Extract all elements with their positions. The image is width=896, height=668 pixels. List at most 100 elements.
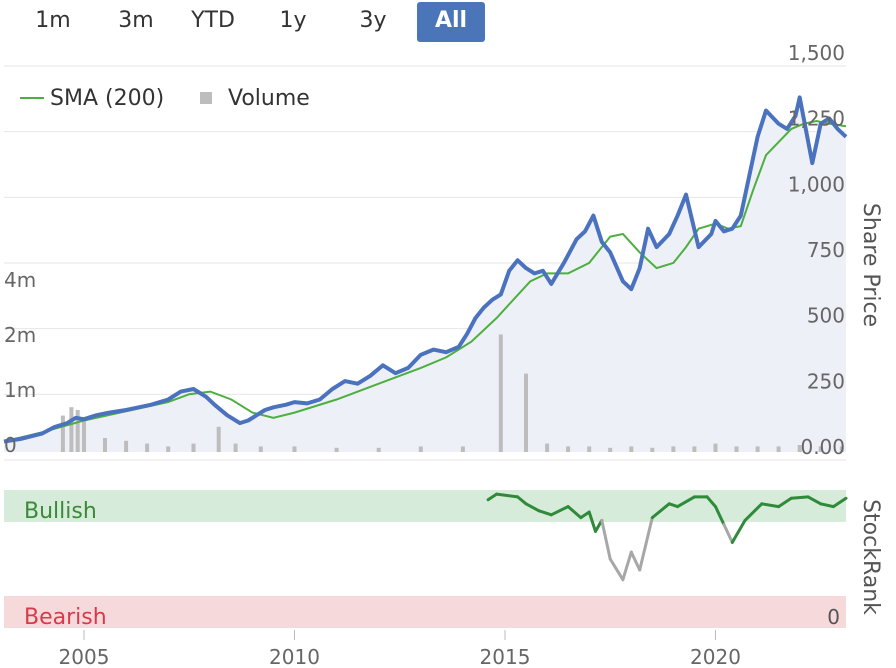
volume-bar bbox=[191, 443, 196, 452]
stockrank-segment bbox=[806, 495, 823, 506]
stockrank-segment bbox=[629, 550, 642, 572]
x-tick-label: 2010 bbox=[269, 645, 320, 668]
volume-bar bbox=[797, 445, 802, 452]
volume-bar bbox=[587, 446, 592, 452]
volume-tick-label: 0 bbox=[4, 433, 17, 457]
stockrank-line bbox=[486, 492, 848, 582]
stockrank-segment bbox=[621, 550, 633, 582]
stockrank-segment bbox=[676, 495, 696, 509]
volume-tick-label: 4m bbox=[4, 268, 36, 292]
price-tick-label: 500 bbox=[807, 304, 845, 328]
stockrank-segment bbox=[537, 509, 553, 517]
stockrank-segment bbox=[722, 523, 734, 544]
stockrank-segment bbox=[819, 502, 835, 509]
stockrank-axis-title: StockRank bbox=[858, 499, 883, 615]
stockrank-segment bbox=[566, 505, 583, 520]
bullish-band bbox=[4, 490, 846, 522]
volume-axis-ticks: 0 1m 2m 4m bbox=[4, 268, 36, 457]
price-tick-label: 1,250 bbox=[788, 107, 845, 131]
volume-bar bbox=[145, 443, 150, 452]
stockrank-segment bbox=[587, 510, 597, 533]
x-tick-label: 2020 bbox=[690, 645, 741, 668]
bullish-label: Bullish bbox=[24, 499, 97, 524]
volume-bar bbox=[166, 446, 171, 452]
stockrank-segment bbox=[524, 502, 541, 513]
volume-bar bbox=[608, 447, 613, 452]
price-tick-label: 250 bbox=[807, 369, 845, 393]
volume-bar bbox=[776, 446, 781, 452]
range-button-1y[interactable]: 1y bbox=[279, 8, 307, 33]
range-button-all[interactable]: All bbox=[417, 2, 485, 42]
range-selector: 1m 3m YTD 1y 3y All bbox=[0, 0, 520, 44]
stockrank-segment bbox=[730, 518, 747, 544]
price-tick-label: 750 bbox=[807, 238, 845, 262]
stockrank-segment bbox=[760, 502, 781, 509]
legend-sma-label: SMA (200) bbox=[50, 86, 164, 111]
volume-bar bbox=[334, 447, 339, 452]
volume-bar bbox=[498, 334, 503, 452]
volume-bar bbox=[734, 446, 739, 452]
volume-bar bbox=[650, 447, 655, 452]
volume-bar bbox=[292, 446, 297, 452]
price-axis-ticks: 0.00 250 500 750 1,000 1,250 1,500 bbox=[788, 41, 845, 459]
volume-bar bbox=[233, 443, 238, 452]
volume-tick-label: 1m bbox=[4, 378, 36, 402]
x-axis-ticks: 2005 2010 2015 2020 bbox=[59, 630, 741, 668]
stockrank-segment bbox=[777, 496, 793, 509]
stockrank-segment bbox=[705, 495, 717, 509]
volume-bar bbox=[460, 446, 465, 452]
legend: SMA (200) Volume bbox=[20, 86, 310, 111]
range-button-ytd[interactable]: YTD bbox=[191, 8, 235, 33]
volume-tick-label: 2m bbox=[4, 323, 36, 347]
stockrank-segment bbox=[486, 492, 499, 502]
volume-bar bbox=[124, 440, 129, 452]
stockrank-segment bbox=[495, 492, 520, 499]
volume-bars bbox=[60, 334, 844, 452]
legend-volume-label: Volume bbox=[228, 86, 310, 111]
volume-bar bbox=[69, 407, 74, 452]
volume-bar bbox=[376, 447, 381, 452]
bearish-label: Bearish bbox=[24, 605, 107, 630]
stockrank-segment bbox=[600, 518, 612, 561]
price-line bbox=[3, 95, 848, 444]
volume-bar bbox=[60, 415, 65, 452]
price-tick-label: 1,000 bbox=[788, 172, 845, 196]
volume-bar bbox=[103, 438, 107, 452]
stockrank-segment bbox=[638, 516, 654, 572]
volume-bar bbox=[671, 446, 676, 452]
legend-volume-swatch bbox=[200, 92, 212, 104]
volume-bar bbox=[524, 373, 528, 452]
x-tick-label: 2005 bbox=[59, 645, 110, 668]
range-button-1m[interactable]: 1m bbox=[35, 8, 71, 33]
volume-bar bbox=[629, 446, 634, 452]
price-tick-label: 1,500 bbox=[788, 41, 845, 65]
volume-bar bbox=[75, 410, 80, 452]
volume-bar bbox=[839, 446, 844, 452]
stockrank-segment bbox=[789, 495, 810, 500]
volume-bar bbox=[418, 446, 423, 452]
share-price-axis-title: Share Price bbox=[858, 203, 883, 327]
stockrank-segment bbox=[516, 495, 528, 506]
stockrank-segment bbox=[549, 505, 570, 517]
range-button-3y[interactable]: 3y bbox=[359, 8, 387, 33]
stockrank-segment bbox=[579, 510, 591, 520]
price-area-fill bbox=[4, 97, 846, 453]
stockrank-segment bbox=[608, 557, 625, 582]
volume-bar bbox=[692, 446, 697, 452]
volume-bar bbox=[818, 446, 823, 452]
range-button-3m[interactable]: 3m bbox=[118, 8, 154, 33]
stockrank-segment bbox=[714, 505, 726, 526]
stockrank-segment bbox=[831, 496, 848, 509]
stockrank-segment bbox=[650, 502, 671, 520]
volume-bar bbox=[216, 426, 221, 452]
volume-bar bbox=[545, 443, 550, 452]
stockrank-zero-tick: 0 bbox=[827, 605, 840, 629]
stockrank-segment bbox=[743, 502, 764, 522]
bearish-band bbox=[4, 596, 846, 628]
volume-bar bbox=[566, 446, 571, 452]
volume-bar bbox=[258, 446, 263, 452]
volume-bar bbox=[713, 443, 718, 452]
price-tick-label: 0.00 bbox=[800, 435, 845, 459]
x-tick-label: 2015 bbox=[480, 645, 531, 668]
